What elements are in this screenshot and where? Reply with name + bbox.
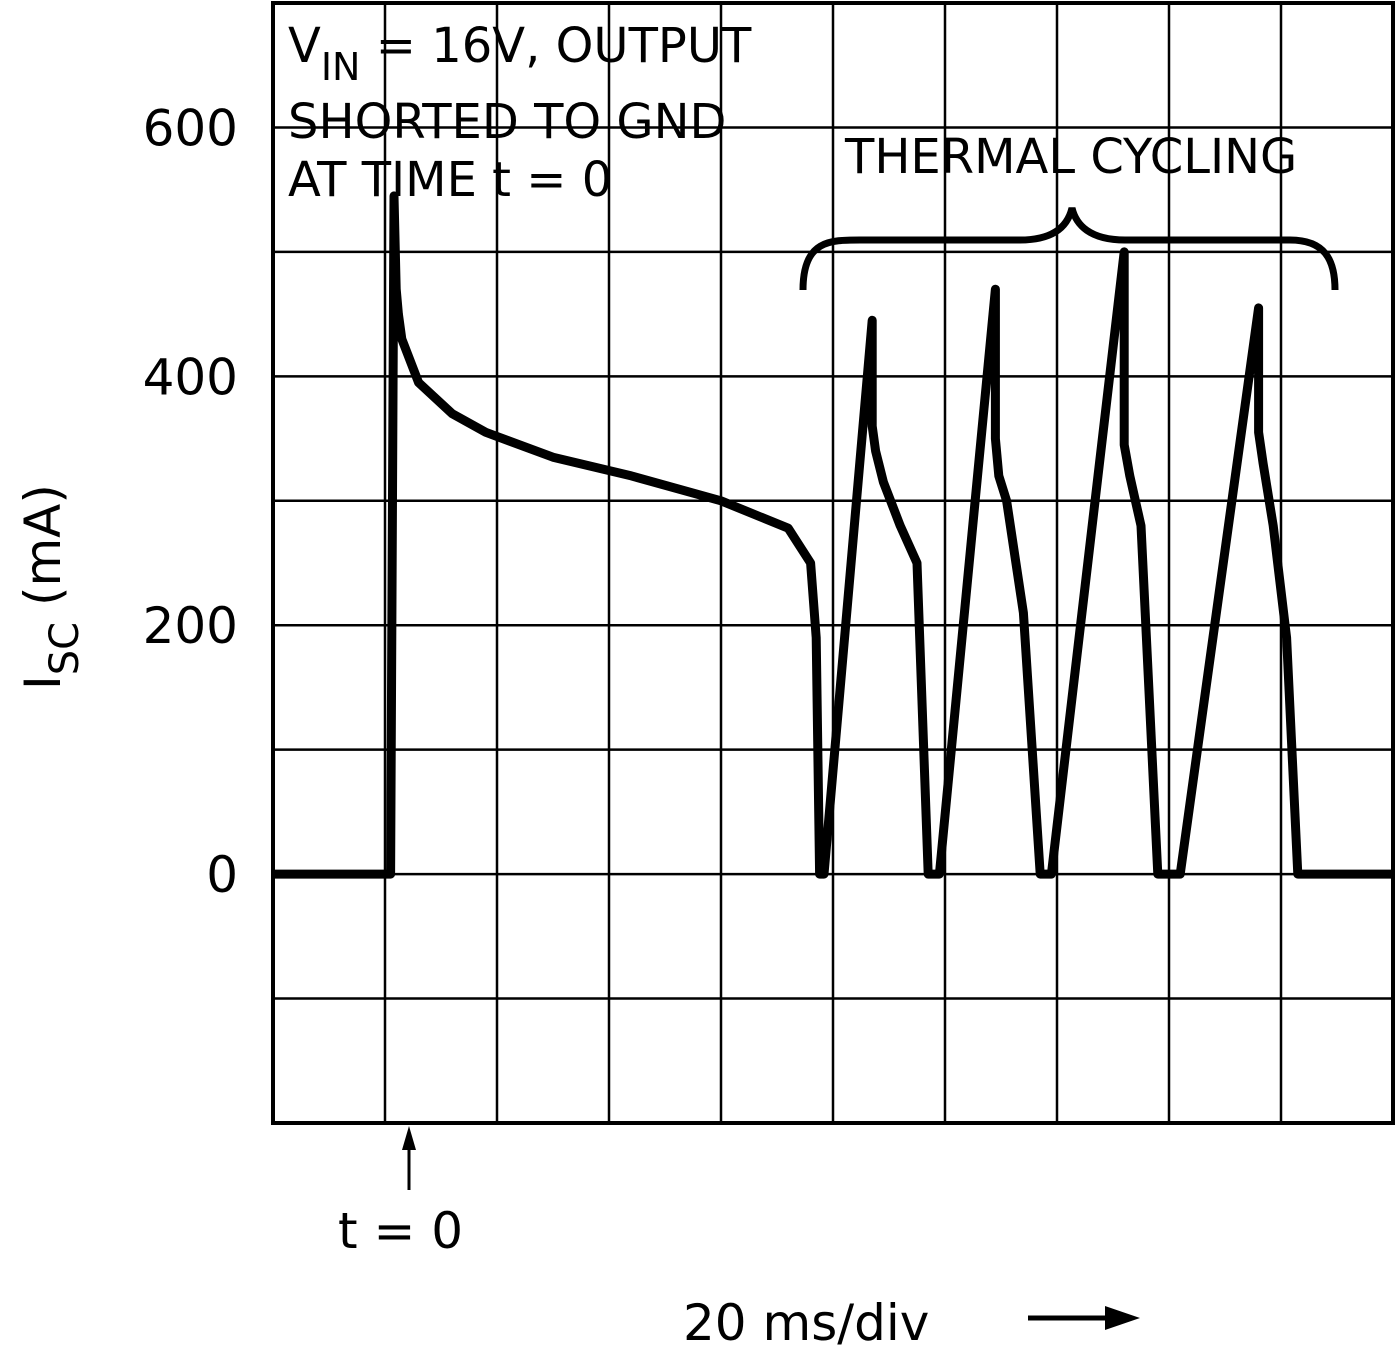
y-axis-title-subscript: SC — [42, 622, 88, 675]
current-waveform-line — [273, 191, 1393, 879]
vin-subscript: IN — [321, 45, 361, 89]
y-tick-label: 0 — [206, 846, 238, 904]
t0-arrow-head — [402, 1126, 416, 1150]
plot-frame — [271, 1, 1395, 1125]
annotation-line-2: SHORTED TO GND — [288, 94, 727, 150]
y-tick-label: 200 — [143, 597, 238, 655]
thermal-cycling-label: THERMAL CYCLING — [844, 129, 1297, 185]
vin-rest: = 16V, OUTPUT — [360, 18, 751, 74]
vin-symbol: V — [288, 18, 321, 74]
y-axis-title-main: I — [14, 675, 72, 690]
annotation-line-3: AT TIME t = 0 — [288, 152, 612, 208]
x-unit-arrow-head — [1105, 1306, 1140, 1330]
y-axis-title-unit: (mA) — [14, 484, 72, 622]
y-tick-label: 400 — [143, 348, 238, 406]
x-unit-label: 20 ms/div — [683, 1294, 929, 1352]
annotation-line-1: VIN = 16V, OUTPUT — [288, 18, 752, 89]
t0-label: t = 0 — [338, 1202, 463, 1260]
y-tick-label: 600 — [143, 99, 238, 157]
y-axis-title: ISC (mA) — [14, 484, 88, 690]
y-tick-labels: 0 200 400 600 — [143, 99, 238, 904]
thermal-cycling-brace — [799, 207, 1339, 291]
grid-lines — [273, 3, 1393, 1123]
